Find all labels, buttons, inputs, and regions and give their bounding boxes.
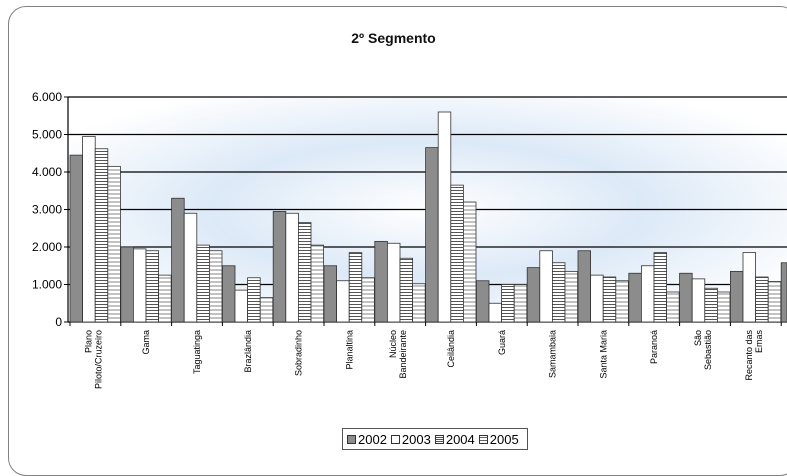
bar-2004 xyxy=(196,244,210,323)
bar-2005 xyxy=(259,297,274,323)
x-tick-label: Paranoá xyxy=(649,330,659,364)
bar-2004 xyxy=(297,222,312,323)
bar-2003 xyxy=(183,212,198,323)
bar-2003 xyxy=(82,135,96,323)
x-tick-label: Ceilândia xyxy=(446,330,456,368)
legend-label: 2003 xyxy=(401,431,431,447)
bar-2004 xyxy=(94,148,109,323)
legend-label: 2005 xyxy=(489,431,519,447)
x-tick-label: Sobradinho xyxy=(294,330,304,376)
bar-2004 xyxy=(653,252,668,323)
bar-2003 xyxy=(691,278,706,323)
bar-2005 xyxy=(513,284,528,323)
bar-2004 xyxy=(247,277,261,323)
bar-2002 xyxy=(374,240,388,323)
bar-2002 xyxy=(272,210,287,323)
legend-swatch xyxy=(347,434,356,444)
bar-chart: 0 1.000 2.000 3.000 4.000 5.000 6.000 PlanoPilo… xyxy=(32,90,787,389)
legend-label: 2002 xyxy=(358,431,387,447)
chart-legend: 2002 2003 2004 2005 xyxy=(342,428,528,450)
bar-2003 xyxy=(590,274,604,323)
bar-2004 xyxy=(348,252,363,323)
bar-2002 xyxy=(526,267,541,323)
x-tick-label: Guará xyxy=(497,330,507,355)
bar-2005 xyxy=(615,280,629,323)
legend-item-2005: 2005 xyxy=(478,431,519,447)
y-tick-label: 1.000 xyxy=(32,278,62,292)
bar-2002 xyxy=(120,246,134,323)
bar-2003 xyxy=(132,248,147,323)
bar-2003 xyxy=(437,111,452,323)
bar-2005 xyxy=(310,244,325,323)
x-tick-label: Samambaia xyxy=(548,330,558,378)
bar-2002 xyxy=(679,272,693,323)
bar-2005 xyxy=(462,201,477,323)
bar-2005 xyxy=(767,281,782,323)
bar-2002 xyxy=(577,250,592,323)
bar-2005 xyxy=(666,291,680,323)
bar-2004 xyxy=(552,262,566,323)
y-tick-label: 6.000 xyxy=(32,90,62,104)
bar-2002 xyxy=(780,262,787,323)
x-tick-label: Taguatinga xyxy=(192,330,202,374)
bar-2002 xyxy=(425,147,439,323)
bar-2005 xyxy=(564,270,579,323)
x-tick-label: NúcleoBandeirante xyxy=(388,330,408,379)
bar-2002 xyxy=(628,272,642,323)
bar-2005 xyxy=(208,250,223,323)
legend-swatch xyxy=(478,434,488,444)
bar-2004 xyxy=(602,276,617,323)
bar-2005 xyxy=(107,165,121,323)
y-tick-label: 2.000 xyxy=(32,240,62,254)
x-tick-label: PlanoPiloto/Cruzeiro xyxy=(83,330,103,389)
bar-2004 xyxy=(450,184,464,323)
legend-label: 2004 xyxy=(445,431,475,447)
bar-2002 xyxy=(475,280,490,323)
bar-2003 xyxy=(742,252,757,323)
bar-2003 xyxy=(234,289,249,323)
bar-2005 xyxy=(361,277,375,323)
bar-2002 xyxy=(730,270,744,323)
y-tick-label: 5.000 xyxy=(32,128,62,142)
x-tick-label: Brazlândia xyxy=(243,330,253,373)
bar-2003 xyxy=(285,212,299,323)
bar-2004 xyxy=(501,284,515,323)
legend-item-2004: 2004 xyxy=(434,431,475,447)
bar-2003 xyxy=(386,242,401,323)
bar-2003 xyxy=(539,250,553,323)
x-tick-label: Recanto dasEmas xyxy=(744,330,764,381)
bar-2003 xyxy=(336,280,350,323)
bar-2004 xyxy=(399,257,414,323)
bar-2002 xyxy=(323,265,338,323)
bar-2004 xyxy=(145,250,160,323)
bar-2002 xyxy=(221,265,236,323)
x-tick-label: Gama xyxy=(141,330,151,355)
x-tick-label: SãoSebastião xyxy=(693,330,713,370)
bar-2002 xyxy=(69,154,84,323)
bar-2005 xyxy=(717,291,731,323)
legend-item-2002: 2002 xyxy=(347,432,387,447)
bar-2004 xyxy=(704,287,718,323)
legend-swatch xyxy=(390,434,400,444)
bar-2004 xyxy=(755,276,769,323)
y-tick-label: 0 xyxy=(55,315,62,329)
chart-title: 2º Segmento xyxy=(351,30,436,46)
bar-2003 xyxy=(488,302,503,323)
bar-2005 xyxy=(158,274,172,323)
x-tick-label: Santa Maria xyxy=(598,330,608,379)
y-tick-label: 4.000 xyxy=(32,165,62,179)
bar-2005 xyxy=(412,283,426,323)
legend-swatch xyxy=(434,434,444,444)
bar-2002 xyxy=(171,197,185,323)
y-tick-label: 3.000 xyxy=(32,203,62,217)
bar-2003 xyxy=(641,265,655,323)
legend-item-2003: 2003 xyxy=(390,431,431,447)
x-tick-label: Planaltina xyxy=(344,330,354,370)
